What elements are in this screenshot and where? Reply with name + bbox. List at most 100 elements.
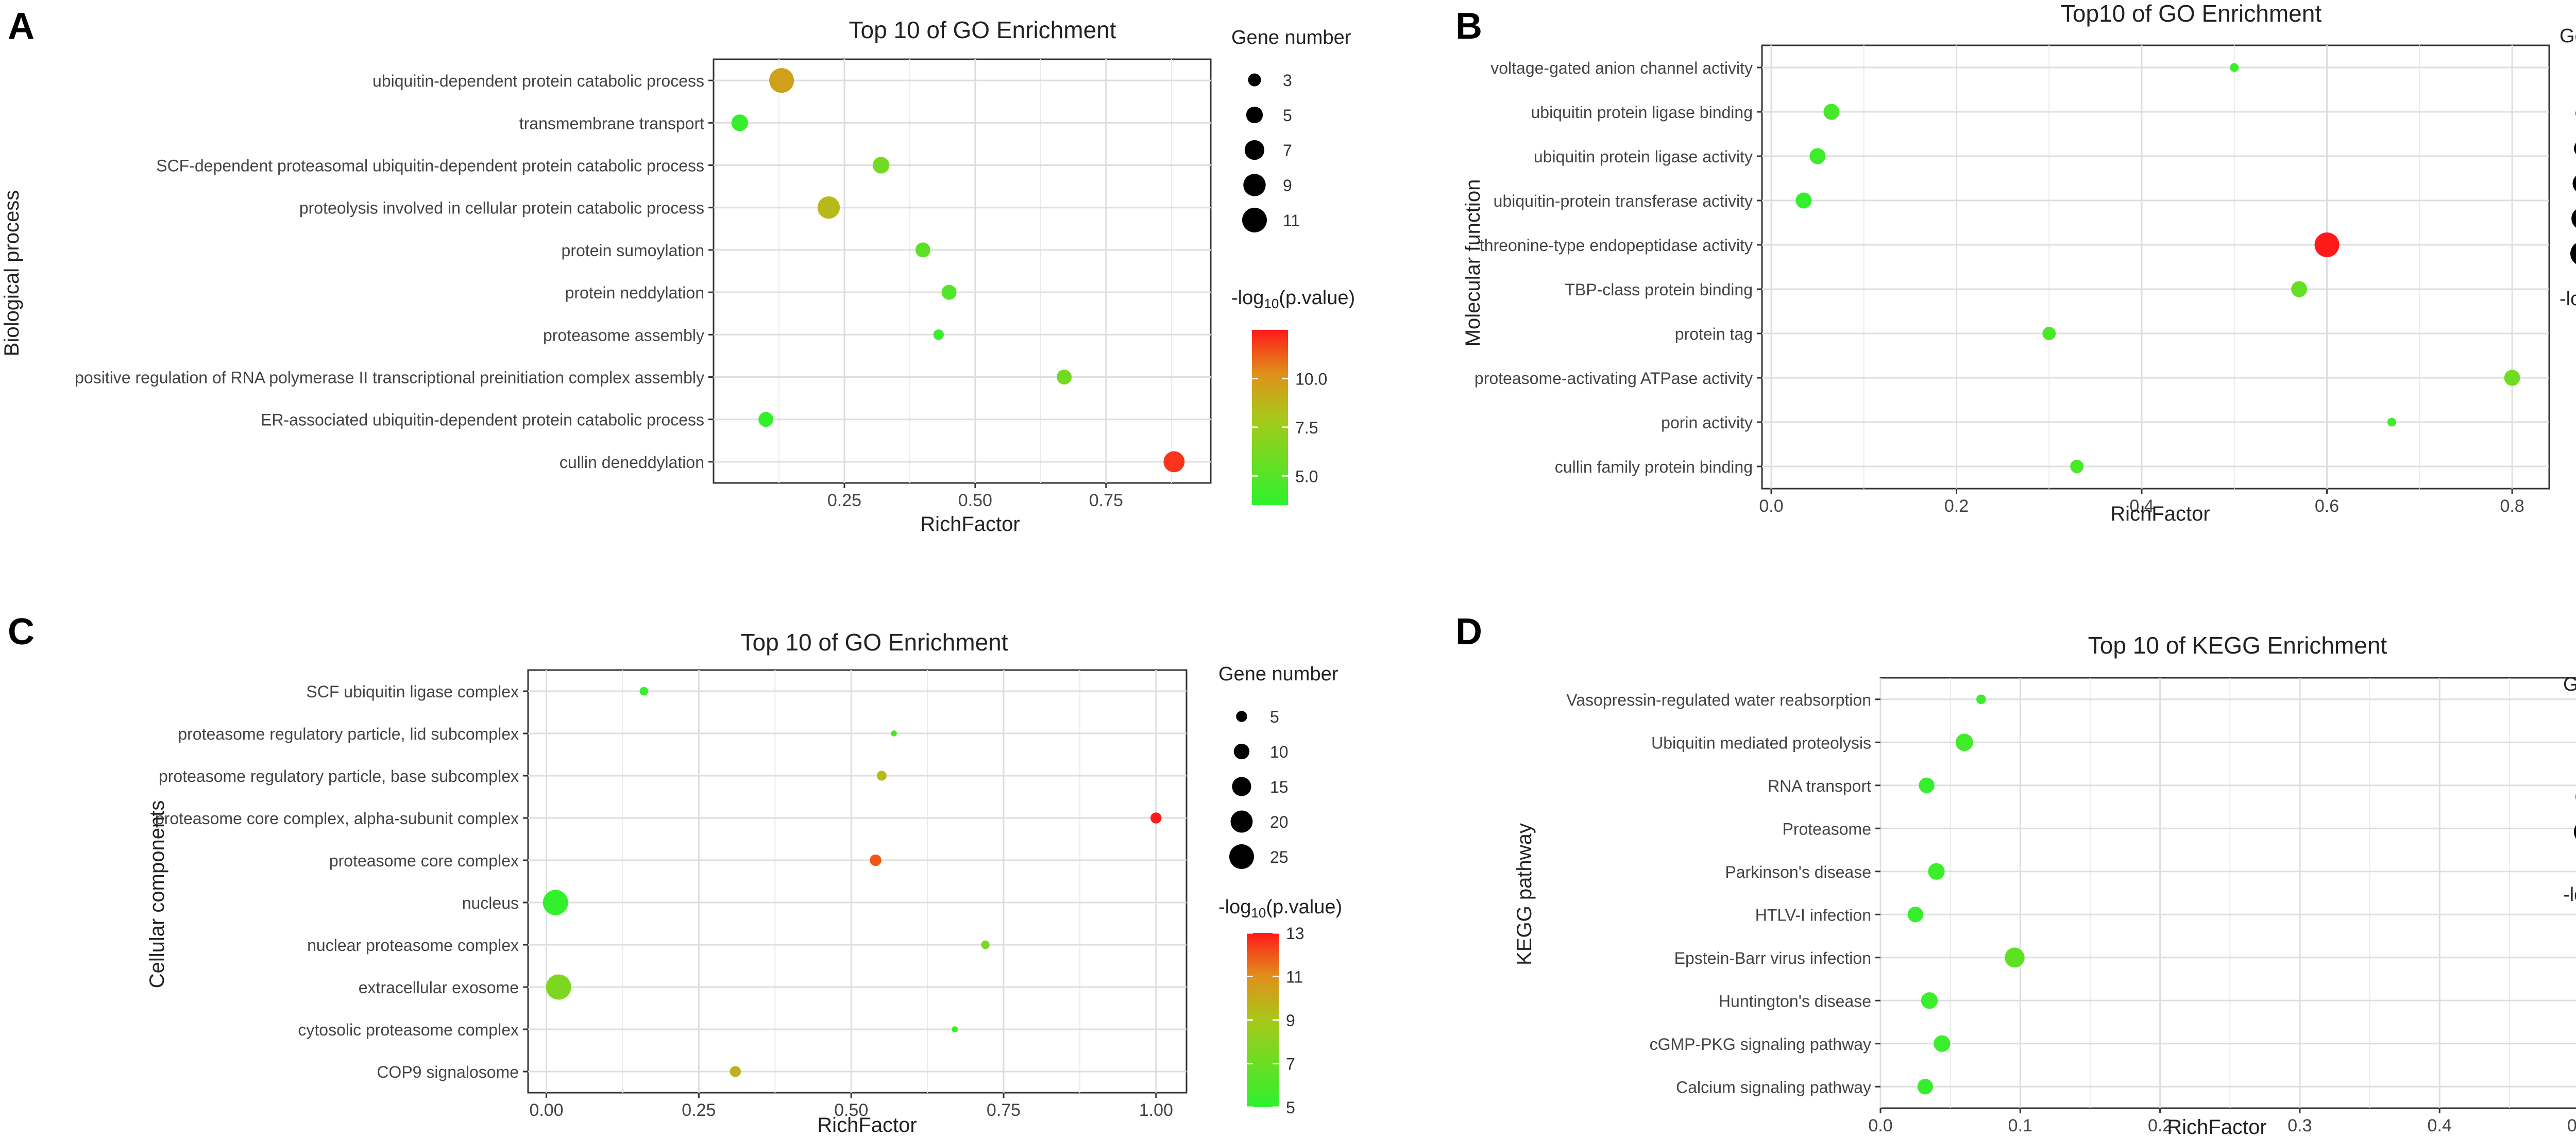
y-category-label: positive regulation of RNA polymerase II… (75, 369, 704, 387)
panel-d-ylabel: KEGG pathway (1513, 823, 1536, 965)
y-category-label: ubiquitin-dependent protein catabolic pr… (372, 72, 704, 90)
x-tick-label: 0.0 (1868, 1116, 1892, 1135)
panel-b-title: Top10 of GO Enrichment (2061, 0, 2321, 27)
data-point (876, 771, 887, 781)
data-point (915, 242, 930, 258)
x-tick-label: 0.4 (2428, 1116, 2452, 1135)
data-point (872, 157, 890, 174)
size-legend-dot (1233, 743, 1250, 760)
data-point (941, 285, 957, 300)
y-category-label: RNA transport (1768, 777, 1871, 795)
y-category-label: threonine-type endopeptidase activity (1480, 236, 1753, 255)
data-point (1163, 451, 1185, 473)
data-point (1955, 733, 1973, 751)
panel-c-xlabel: RichFactor (817, 1114, 917, 1136)
panel-c-size-legend: Gene number 5 10 15 20 25 (1218, 663, 1338, 869)
panel-d-letter: D (1455, 611, 1482, 653)
x-tick-label: 0.00 (529, 1100, 563, 1120)
colorbar-tick-label: 7.5 (1295, 419, 1318, 437)
panel-a-title: Top 10 of GO Enrichment (849, 16, 1116, 43)
y-category-label: proteasome assembly (543, 326, 704, 344)
plot-panel (713, 58, 1212, 484)
y-category-label: SCF-dependent proteasomal ubiquitin-depe… (156, 157, 704, 175)
panel-b-xlabel: RichFactor (2110, 503, 2210, 525)
colorbar-tick-label: 13 (1286, 924, 1304, 943)
data-point (731, 114, 748, 131)
panel-c-plot-area: 0.00 0.25 0.50 0.75 1.00 SCF ubiquitin ligase… (155, 669, 1188, 1120)
x-tick-label: 0.2 (2148, 1116, 2172, 1135)
y-category-label: proteasome regulatory particle, base sub… (159, 767, 519, 786)
panel-a-plot-area: 0.25 0.50 0.75 ubiquitin-dependent protein … (75, 58, 1212, 510)
size-legend-dot (2574, 825, 2576, 839)
y-category-label: transmembrane transport (519, 114, 704, 132)
color-legend-title: -log10(p.value) (2563, 884, 2576, 908)
x-tick-label: 0.8 (2500, 496, 2524, 516)
y-category-label: Ubiquitin mediated proteolysis (1651, 733, 1871, 752)
y-category-label: proteasome regulatory particle, lid subc… (178, 725, 519, 743)
y-category-label: cullin family protein binding (1555, 458, 1753, 476)
y-category-label: ubiquitin-protein transferase activity (1494, 192, 1753, 210)
y-category-label: nuclear proteasome complex (307, 936, 519, 955)
panel-c-ylabel: Cellular components (146, 800, 168, 989)
panel-a-color-legend: -log10(p.value) 5.0 7.5 10.0 (1231, 287, 1355, 505)
data-point (870, 854, 882, 866)
y-category-label: protein sumoylation (562, 241, 704, 260)
size-legend-label: 15 (1270, 778, 1289, 796)
data-point (2230, 63, 2239, 72)
y-category-label: ubiquitin protein ligase activity (1534, 147, 1753, 166)
plot-panel (1879, 677, 2576, 1109)
size-legend-dot (2574, 143, 2576, 154)
size-legend-dot (2570, 243, 2576, 264)
data-point (2504, 370, 2520, 386)
panel-c-letter: C (8, 611, 35, 653)
size-legend-dot (1246, 106, 1263, 124)
panel-c-title: Top 10 of GO Enrichment (740, 629, 1008, 656)
size-legend-title: Gene number (1218, 663, 1338, 685)
y-category-label: proteasome core complex, alpha-subunit c… (155, 809, 519, 828)
size-legend-dot (1244, 140, 1265, 160)
color-legend-title: -log10(p.value) (2560, 288, 2576, 312)
size-legend-dot (2571, 209, 2576, 228)
y-category-label: Parkinson's disease (1725, 863, 1871, 881)
y-category-label: SCF ubiquitin ligase complex (306, 682, 519, 701)
data-point (769, 68, 794, 93)
x-tick-label: 1.00 (1139, 1100, 1173, 1120)
y-category-label: Vasopressin-regulated water reabsorption (1566, 691, 1871, 709)
data-point (2042, 327, 2056, 340)
y-category-label: proteasome-activating ATPase activity (1475, 369, 1753, 388)
y-category-label: voltage-gated anion channel activity (1490, 59, 1753, 77)
data-point (1976, 694, 1986, 705)
data-point (1928, 863, 1945, 880)
data-point (2291, 281, 2308, 297)
x-tick-label: 0.25 (682, 1100, 716, 1120)
size-legend-dot (1242, 208, 1267, 232)
data-point (1919, 777, 1935, 793)
size-legend-dot (1230, 810, 1253, 833)
data-point (1809, 148, 1826, 164)
color-legend-title: -log10(p.value) (1231, 287, 1355, 311)
x-tick-label: 0.3 (2287, 1116, 2312, 1135)
y-category-label: protein tag (1675, 325, 1753, 343)
size-legend-label: 10 (1270, 743, 1289, 761)
data-point (1150, 812, 1162, 824)
x-tick-label: 0.25 (827, 491, 861, 510)
panel-a-xlabel: RichFactor (920, 513, 1020, 536)
size-legend-title: Gene number (2560, 25, 2576, 47)
x-tick-label: 0.50 (958, 491, 992, 510)
panel-c-color-legend: -log10(p.value) 5 7 9 11 13 (1218, 896, 1342, 1117)
panel-b: B Top10 of GO Enrichment 0.0 0.2 0.4 0.6 0.8… (1455, 0, 2576, 525)
x-tick-label: 0.50 (834, 1100, 868, 1120)
colorbar-tick-label: 10.0 (1295, 370, 1327, 388)
panel-a: A Top 10 of GO Enrichment 0.25 0.50 0.75 ub… (1, 6, 1355, 536)
y-category-label: COP9 signalosome (377, 1063, 519, 1081)
data-point (730, 1066, 741, 1077)
y-category-label: cGMP-PKG signaling pathway (1650, 1035, 1871, 1054)
data-point (1917, 1079, 1933, 1095)
colorbar-tick-label: 9 (1286, 1011, 1295, 1030)
data-point (1907, 907, 1924, 923)
size-legend-title: Gene number (1231, 27, 1351, 48)
size-legend-dot (1236, 711, 1247, 722)
colorbar-tick-label: 5.0 (1295, 467, 1318, 486)
